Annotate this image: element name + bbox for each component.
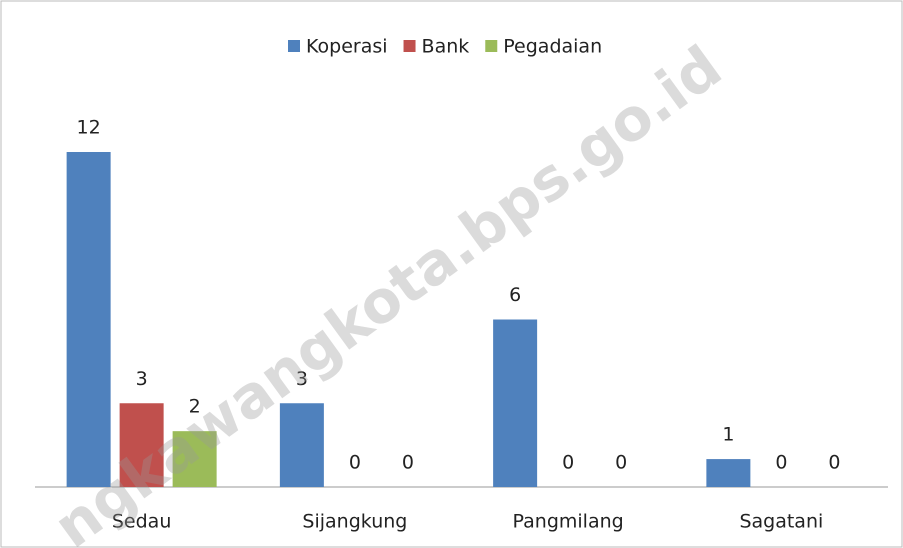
bar — [119, 403, 164, 487]
legend-swatch — [288, 40, 300, 52]
x-tick-label: Sijangkung — [302, 511, 407, 533]
x-tick-label: Sagatani — [739, 511, 823, 533]
data-label: 1 — [722, 424, 734, 446]
bar — [279, 403, 324, 487]
data-label: 3 — [296, 368, 308, 390]
data-label: 2 — [189, 396, 201, 418]
legend-label: Pegadaian — [503, 36, 602, 58]
data-label: 0 — [349, 452, 361, 474]
data-label: 0 — [615, 452, 627, 474]
x-tick-label: Sedau — [112, 511, 172, 533]
data-label: 0 — [402, 452, 414, 474]
legend-swatch — [403, 40, 416, 52]
x-tick-label: Pangmilang — [513, 511, 624, 533]
data-label: 0 — [775, 452, 787, 474]
data-label: 6 — [509, 284, 521, 306]
bar — [172, 431, 217, 487]
data-label: 0 — [562, 452, 574, 474]
legend-label: Bank — [422, 36, 470, 58]
bar — [706, 459, 751, 487]
bar — [493, 319, 538, 487]
data-label: 12 — [77, 117, 101, 139]
bar — [66, 152, 111, 487]
legend-swatch — [485, 40, 498, 52]
legend-label: Koperasi — [306, 36, 388, 58]
data-label: 3 — [136, 368, 148, 390]
data-label: 0 — [828, 452, 840, 474]
